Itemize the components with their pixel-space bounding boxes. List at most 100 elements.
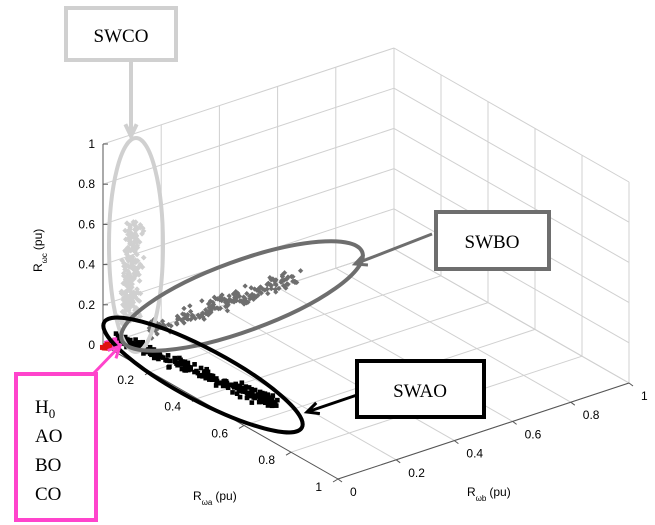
swbo-ellipse (119, 239, 365, 353)
swao-point (187, 366, 192, 372)
swao-point (275, 397, 280, 403)
swao-point (203, 375, 209, 381)
swbo-point (238, 298, 245, 305)
swao-point (140, 339, 145, 345)
swco-point (125, 231, 132, 238)
normal-red-point (105, 345, 111, 351)
swbo-point (242, 295, 248, 302)
y-tick (512, 420, 517, 425)
swao-point (237, 394, 243, 400)
swao-point (258, 395, 264, 401)
swco-point (128, 297, 135, 304)
grid-line (393, 208, 630, 344)
swao-point (147, 344, 153, 350)
axis-layer: 0.2 0.4 0.6 0.8 1 0 0.2 0.4 0.6 0.8 1 0 0.2 0.4 0.6 0.8… (31, 137, 648, 507)
swao-point (220, 383, 226, 389)
swbo-point (174, 321, 180, 327)
swco-point (131, 270, 137, 277)
swco-callout-label: SWCO (94, 26, 149, 47)
swbo-point (207, 306, 214, 313)
swao-point (222, 378, 228, 384)
grid-line (393, 248, 630, 384)
swco-point (122, 236, 129, 243)
swbo-point (217, 296, 224, 302)
swao-point (269, 397, 275, 402)
swao-point (262, 391, 268, 396)
swao-point (141, 351, 146, 356)
normal-callout-box (14, 372, 98, 522)
swao-point (192, 362, 197, 367)
swbo-point (288, 273, 295, 280)
swbo-point (199, 311, 205, 318)
swbo-point (273, 277, 279, 283)
y-tick (395, 459, 401, 464)
swbo-point (184, 311, 191, 318)
swao-point (214, 380, 219, 385)
swao-ellipse (101, 315, 305, 435)
x-axis-title: Rωa (pu) (193, 489, 237, 507)
swco-point (134, 251, 140, 258)
swbo-point (297, 267, 304, 274)
swao-point (237, 387, 243, 392)
swao-point (185, 360, 191, 366)
swbo-point (268, 277, 274, 283)
swao-point (133, 337, 138, 342)
normal-arrow-head (107, 343, 123, 359)
grid-line (335, 267, 572, 403)
swao-point (257, 390, 263, 396)
swao-point (245, 393, 251, 399)
swao-point (207, 377, 212, 382)
swao-point (234, 391, 240, 396)
z-tick-label: 0.2 (78, 298, 95, 312)
swao-arrow-head (303, 401, 321, 416)
swbo-point (187, 308, 194, 315)
grid-line (393, 47, 630, 183)
swao-point (230, 390, 235, 395)
swao-point (167, 364, 172, 370)
swao-point (156, 356, 161, 362)
swao-point (256, 399, 262, 405)
swco-point (126, 293, 132, 300)
swao-point (177, 355, 182, 361)
swco-point (139, 264, 146, 271)
z-axis-title-unit: (pu) (31, 229, 45, 250)
swbo-point (204, 311, 211, 317)
swao-point (182, 365, 188, 370)
y-tick-label: 0.6 (525, 427, 542, 441)
swao-point (209, 373, 215, 379)
swbo-point (258, 290, 264, 296)
swbo-point (217, 305, 224, 312)
swco-point (125, 303, 132, 309)
swco-point (130, 291, 137, 298)
swbo-point (293, 279, 300, 286)
swao-point (209, 377, 215, 383)
swbo-point (222, 299, 229, 306)
swbo-point (187, 303, 193, 309)
swao-point (176, 361, 182, 367)
swco-point (119, 308, 126, 315)
y-tick-label: 0.2 (408, 466, 425, 480)
swbo-callout-label: SWBO (465, 232, 520, 253)
swco-point (128, 246, 135, 252)
y-axis-title-text: Rωb (pu) (467, 485, 511, 503)
swbo-point (199, 298, 205, 304)
swco-point (125, 286, 132, 293)
swbo-point (178, 317, 185, 323)
swao-point (151, 355, 157, 361)
swbo-point (226, 296, 233, 303)
swbo-point (214, 305, 220, 311)
x-tick-label: 0.6 (211, 426, 228, 440)
swao-point (273, 403, 279, 408)
swbo-arrow-head (351, 253, 369, 267)
normal-callout-line: BO (35, 455, 61, 476)
swco-point (120, 301, 127, 308)
swco-point (118, 288, 125, 295)
swbo-point (189, 312, 195, 319)
swbo-point (195, 312, 201, 318)
swco-point (120, 260, 127, 267)
swbo-point (244, 290, 250, 297)
normal-red-point (99, 344, 105, 350)
swco-point (122, 289, 129, 296)
swbo-point (255, 292, 261, 299)
